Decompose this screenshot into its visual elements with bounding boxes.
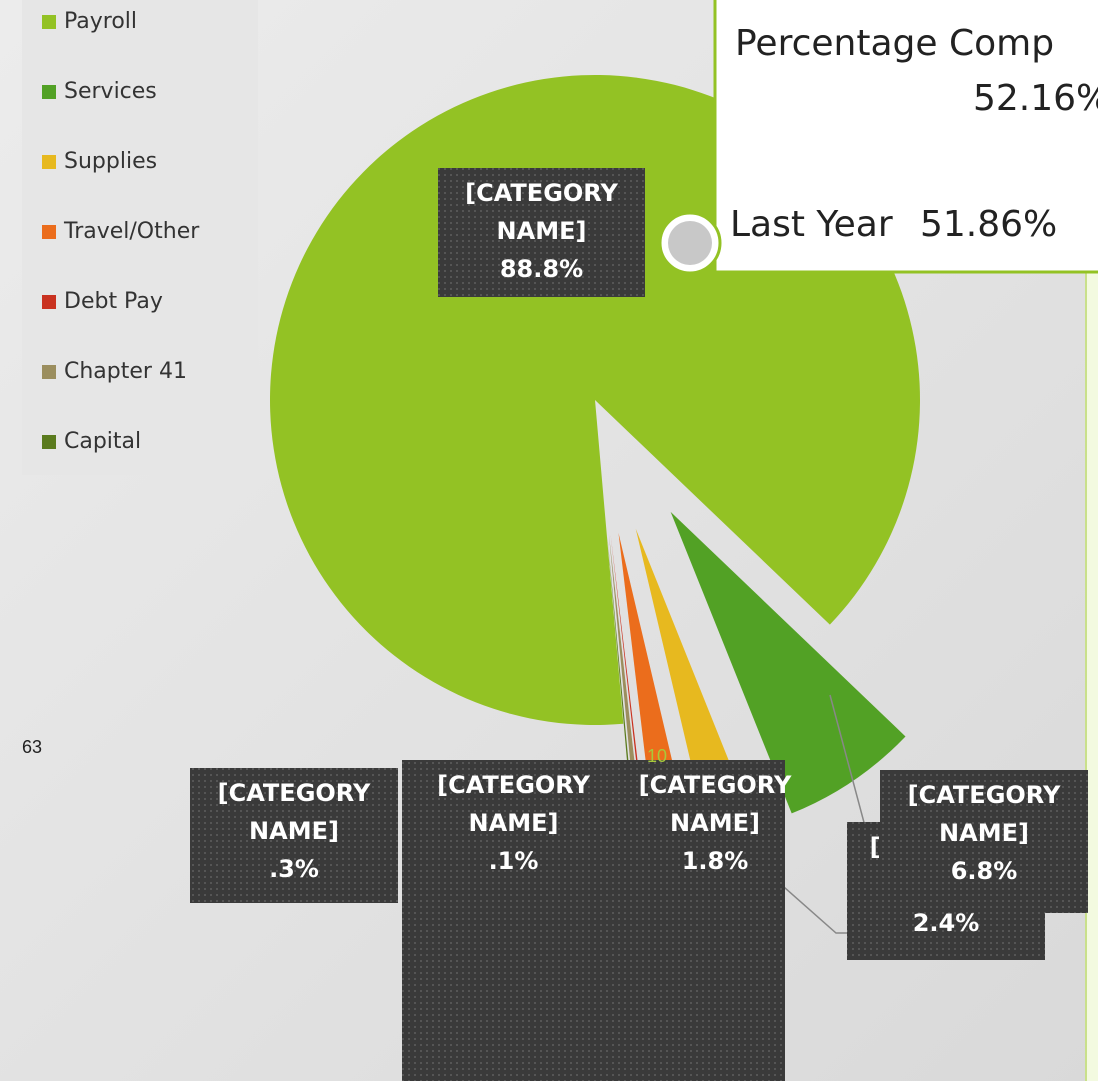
data-label-value: 2.4%	[913, 909, 980, 937]
data-label-name: NAME]	[939, 819, 1029, 847]
data-label-box	[190, 768, 398, 903]
legend-swatch	[42, 435, 56, 449]
data-label-value: .3%	[269, 855, 319, 883]
data-label-value: 88.8%	[500, 255, 583, 283]
data-label-value: .1%	[489, 847, 539, 875]
legend-swatch	[42, 225, 56, 239]
data-label-name: NAME]	[469, 809, 559, 837]
data-label-name: [CATEGORY	[908, 781, 1061, 809]
callout-curl-inner	[668, 221, 712, 265]
legend-box	[22, 0, 258, 475]
callout-current: 52.16%	[973, 78, 1098, 119]
legend: Payroll Services Supplies Travel/Other Debt …	[42, 9, 200, 454]
data-label-box	[880, 770, 1088, 913]
data-label-name: [CATEGORY	[218, 779, 371, 807]
legend-label: Chapter 41	[64, 359, 187, 384]
page-number: 10	[647, 746, 667, 766]
data-label-value: 6.8%	[951, 857, 1018, 885]
callout-last-year-label: Last Year	[730, 204, 893, 245]
data-label-box	[402, 760, 625, 1081]
legend-label: Payroll	[64, 9, 137, 34]
data-label-box	[625, 760, 785, 1081]
pie-slice	[670, 511, 906, 814]
callout-last-year: 51.86%	[920, 204, 1057, 245]
data-label-name: NAME]	[249, 817, 339, 845]
data-label-name: [CATEGORY	[639, 771, 792, 799]
data-label-name: NAME]	[670, 809, 760, 837]
data-label-value: 1.8%	[682, 847, 749, 875]
legend-label: Services	[64, 79, 157, 104]
data-labels: [CATEGORY NAME] 88.8% [CATEGORY NAME] 2.4% [CA…	[190, 168, 1088, 1081]
legend-label: Debt Pay	[64, 289, 163, 314]
legend-label: Capital	[64, 429, 141, 454]
legend-swatch	[42, 15, 56, 29]
legend-swatch	[42, 365, 56, 379]
page-number: 63	[22, 737, 42, 757]
side-panel	[1085, 261, 1098, 1081]
data-label-name: [CATEGORY	[437, 771, 590, 799]
legend-swatch	[42, 295, 56, 309]
legend-label: Travel/Other	[63, 219, 200, 244]
callout-title: Percentage Comp	[735, 23, 1054, 64]
data-label-box	[438, 168, 645, 297]
legend-swatch	[42, 155, 56, 169]
data-label-name: NAME]	[497, 217, 587, 245]
legend-label: Supplies	[64, 149, 157, 174]
legend-swatch	[42, 85, 56, 99]
callout-box	[713, 0, 1098, 274]
data-label-name: [CATEGORY	[465, 179, 618, 207]
